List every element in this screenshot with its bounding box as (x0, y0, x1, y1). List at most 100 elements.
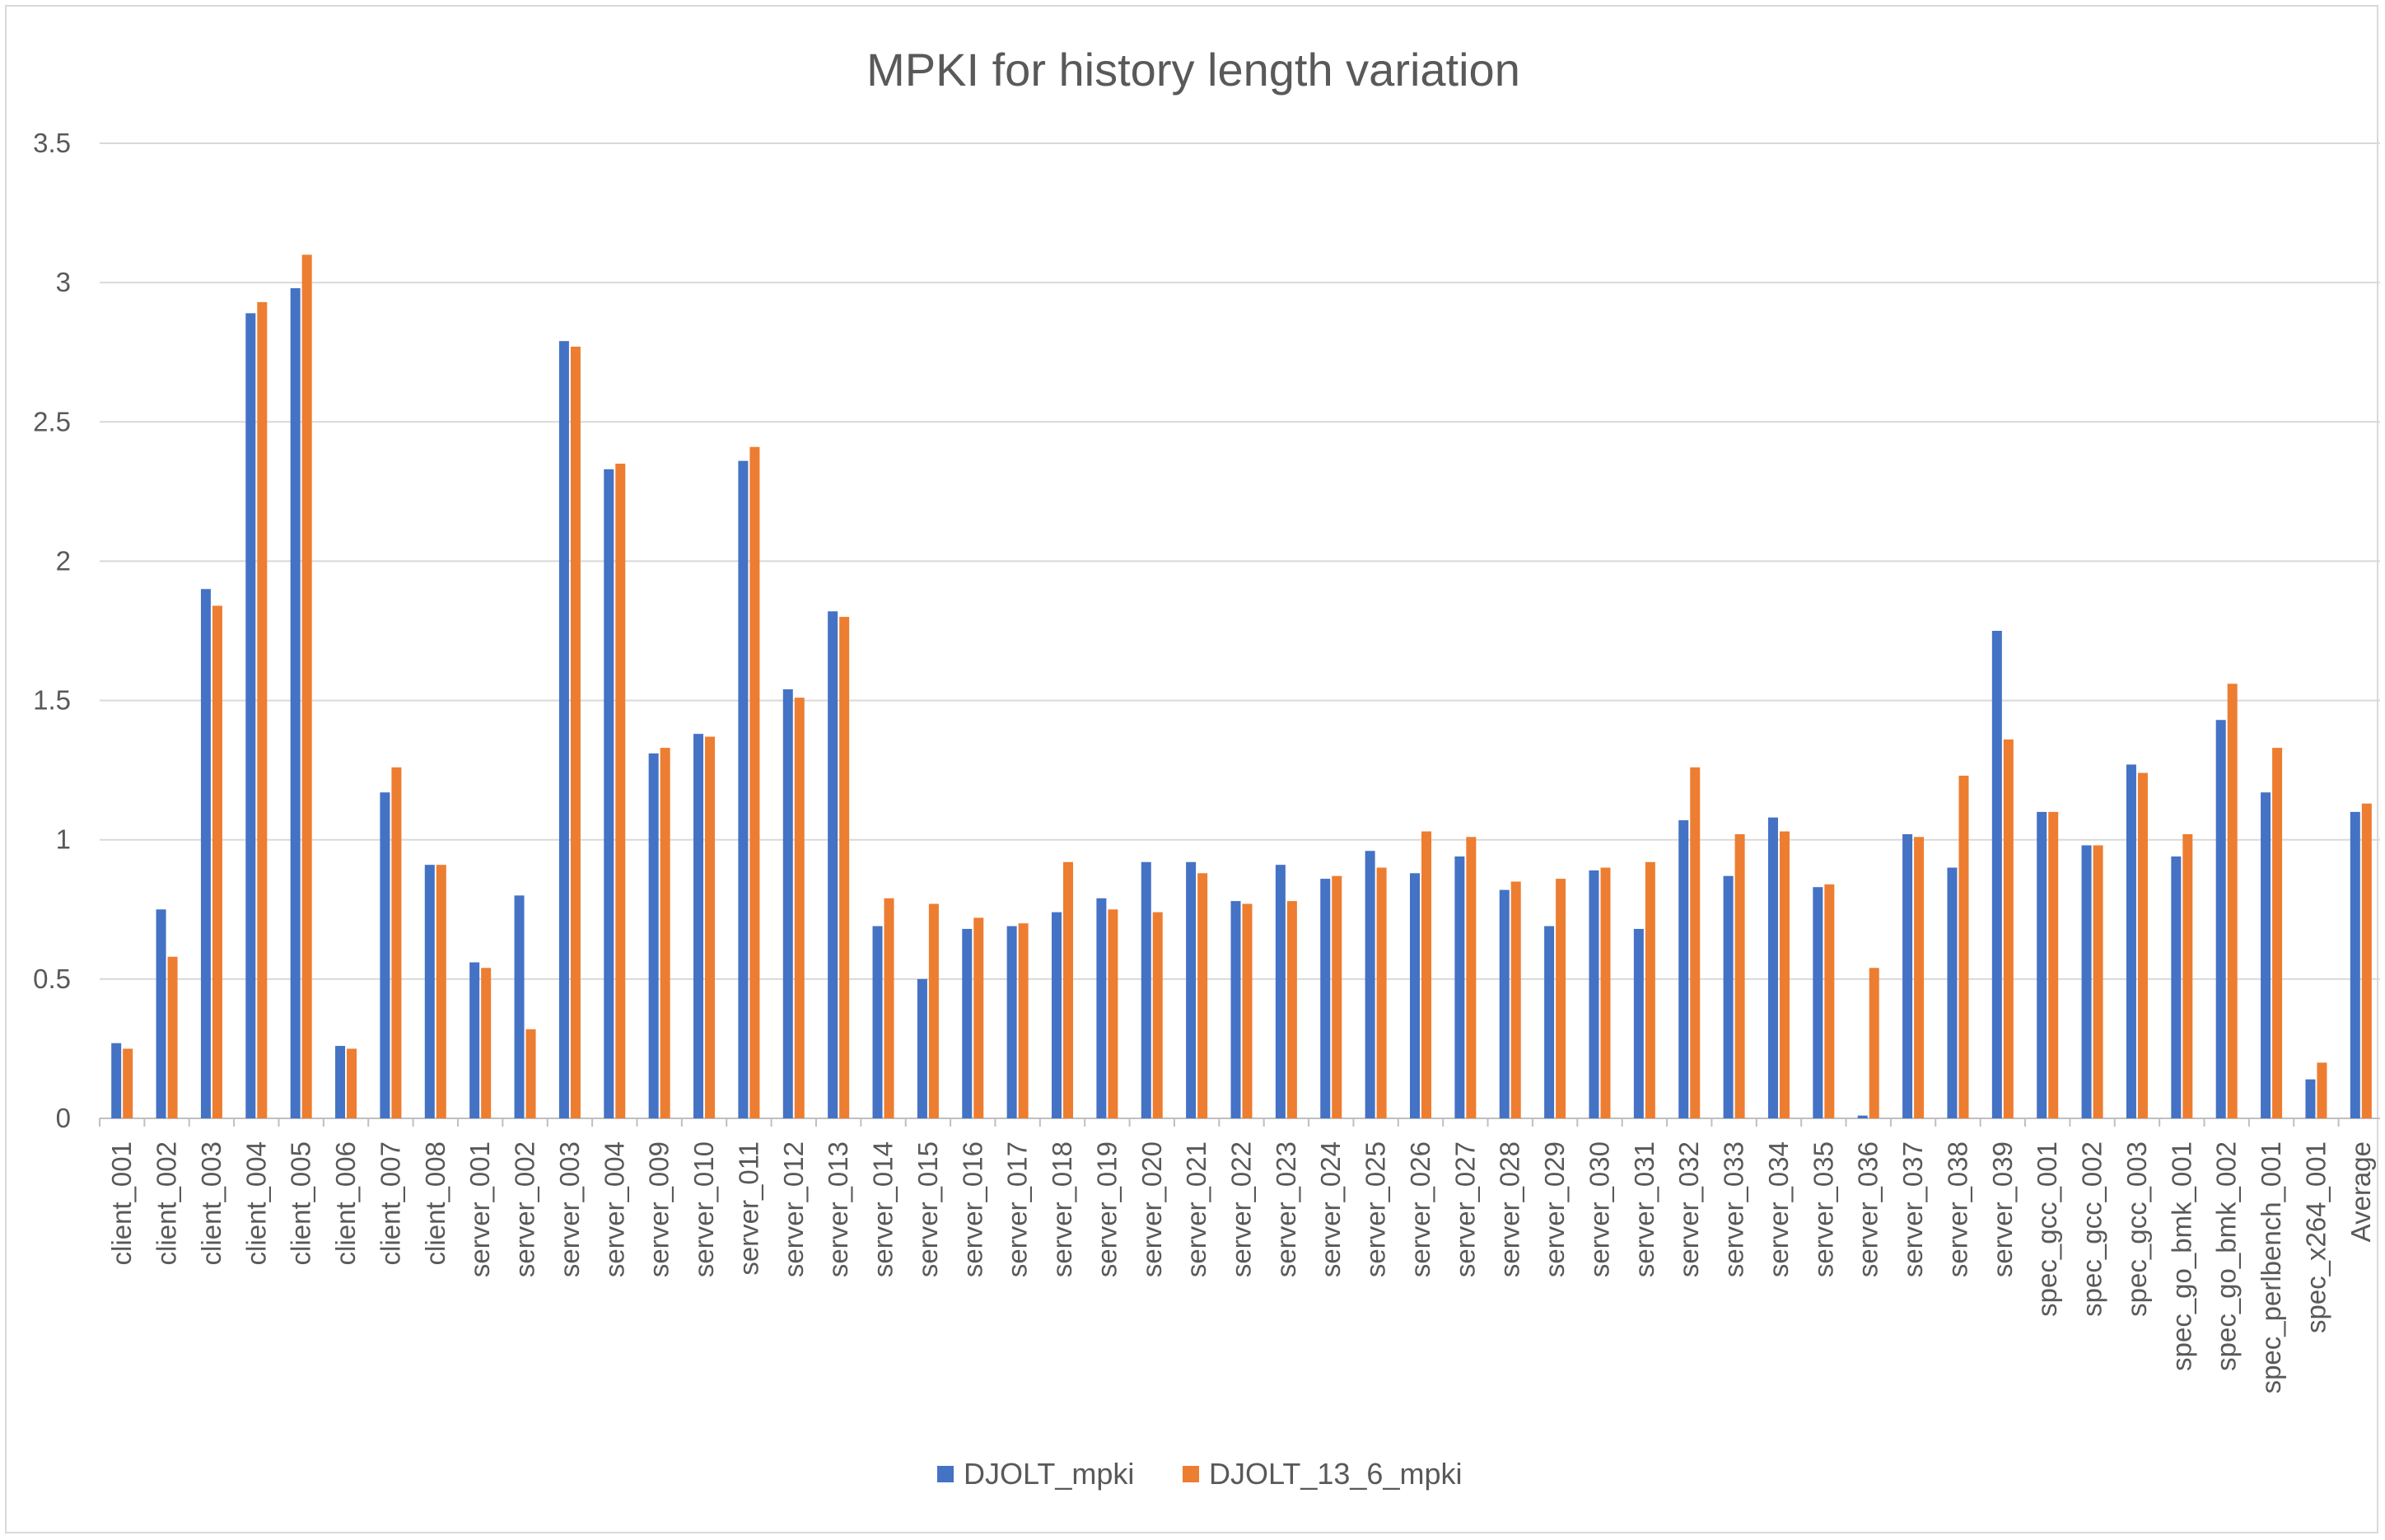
bar-series-1 (1633, 928, 1644, 1118)
x-tick-label: server_014 (868, 1141, 898, 1277)
bar-series-2 (167, 956, 178, 1118)
chart-svg: 0 0.5 1 1.5 2 2.5 3 3.5 client_001 client_002 clie… (33, 44, 2380, 1491)
x-tick-label: server_013 (823, 1141, 853, 1277)
bar-series-2 (1018, 923, 1029, 1118)
x-tick-label: server_020 (1136, 1141, 1167, 1277)
bar-series-2 (1063, 861, 1074, 1118)
x-tick-label: server_016 (957, 1141, 987, 1277)
legend-label: DJOLT_13_6_mpki (1209, 1457, 1462, 1491)
x-tick-label: client_008 (420, 1141, 450, 1265)
legend-swatch (1183, 1466, 1199, 1482)
bar-series-1 (1723, 875, 1734, 1118)
bar-series-1 (245, 313, 256, 1119)
bar-series-2 (436, 865, 446, 1118)
x-tick-label: spec_gcc_003 (2121, 1141, 2152, 1317)
bar-series-1 (1275, 865, 1286, 1118)
bar-series-2 (2003, 739, 2014, 1118)
bar-series-1 (1141, 861, 1151, 1118)
bar-series-2 (928, 903, 939, 1118)
x-tick-label: server_035 (1808, 1141, 1838, 1277)
x-tick-label: server_029 (1539, 1141, 1570, 1277)
x-tick-label: client_005 (286, 1141, 316, 1265)
bar-series-2 (2093, 845, 2103, 1118)
bar-series-1 (738, 460, 749, 1118)
bar-series-1 (693, 734, 704, 1118)
bar-series-2 (749, 446, 760, 1118)
bar-series-2 (615, 464, 626, 1118)
bar-series-1 (782, 689, 793, 1118)
x-tick-label: server_012 (778, 1141, 809, 1277)
x-tick-label: spec_go_bmk_001 (2166, 1141, 2196, 1371)
x-tick-label: server_002 (510, 1141, 540, 1277)
bar-series-1 (2261, 792, 2271, 1118)
bar-series-1 (335, 1046, 346, 1118)
bar-series-2 (570, 346, 581, 1118)
bar-series-2 (2182, 833, 2193, 1118)
bar-series-1 (1678, 820, 1689, 1118)
x-tick-label: server_015 (912, 1141, 943, 1277)
bar-series-2 (1376, 867, 1387, 1118)
bar-series-2 (1556, 879, 1566, 1118)
x-tick-label: client_007 (375, 1141, 405, 1265)
bar-series-1 (156, 909, 166, 1118)
x-tick-label: Average (2345, 1141, 2376, 1242)
bar-series-2 (660, 748, 670, 1118)
x-tick-label: server_010 (688, 1141, 719, 1277)
legend-swatch (937, 1466, 954, 1482)
x-tick-label: spec_perlbench_001 (2256, 1141, 2286, 1393)
y-tick-label: 3.5 (33, 128, 71, 158)
bar-series-2 (1242, 903, 1253, 1118)
bar-series-1 (380, 792, 390, 1118)
bar-series-2 (2137, 772, 2148, 1118)
bar-series-1 (1589, 870, 1599, 1118)
bar-series-2 (1108, 909, 1118, 1118)
gridlines (100, 142, 2380, 1119)
bar-series-1 (828, 611, 838, 1118)
bar-series-1 (604, 469, 614, 1118)
bar-series-2 (705, 736, 716, 1118)
x-tick-label: server_021 (1181, 1141, 1211, 1277)
bar-series-1 (1409, 873, 1420, 1118)
bar-series-1 (1499, 889, 1510, 1118)
legend: DJOLT_mpki DJOLT_13_6_mpki (937, 1457, 1462, 1491)
bar-series-2 (1510, 881, 1521, 1118)
bar-series-1 (1544, 926, 1555, 1118)
bar-series-2 (525, 1029, 536, 1118)
x-tick-label: server_033 (1719, 1141, 1749, 1277)
x-tick-label: server_030 (1584, 1141, 1614, 1277)
bar-series-1 (1902, 833, 1913, 1118)
bar-series-2 (2272, 748, 2283, 1118)
bar-series-2 (794, 698, 805, 1118)
bar-series-2 (257, 301, 268, 1118)
bar-series-2 (1197, 873, 1208, 1118)
bar-series-2 (1466, 837, 1477, 1118)
x-tick-label: server_032 (1673, 1141, 1704, 1277)
bar-series-2 (391, 767, 402, 1118)
chart-area: 0 0.5 1 1.5 2 2.5 3 3.5 client_001 client_002 clie… (5, 5, 2380, 1533)
bar-series-1 (872, 926, 883, 1118)
bars (111, 254, 2372, 1119)
bar-series-1 (1186, 861, 1197, 1118)
bar-series-2 (1734, 833, 1745, 1118)
bar-series-1 (2037, 811, 2047, 1118)
bar-series-1 (1991, 631, 2002, 1118)
bar-series-2 (212, 605, 222, 1118)
bar-series-2 (481, 968, 492, 1118)
bar-series-1 (1320, 879, 1331, 1118)
x-tick-label: client_006 (330, 1141, 361, 1265)
y-tick-label: 2.5 (33, 406, 71, 436)
bar-series-2 (1600, 867, 1611, 1118)
bar-series-1 (111, 1043, 122, 1118)
bar-series-2 (2048, 811, 2059, 1118)
bar-series-2 (1332, 875, 1342, 1118)
y-tick-label: 3 (56, 267, 71, 297)
x-tick-label: server_027 (1449, 1141, 1480, 1277)
x-tick-label: server_019 (1091, 1141, 1122, 1277)
bar-series-1 (962, 928, 973, 1118)
y-tick-label: 1.5 (33, 685, 71, 716)
bar-series-2 (1914, 837, 1925, 1118)
bar-series-2 (884, 898, 894, 1118)
bar-series-2 (1421, 831, 1431, 1118)
axes: 0 0.5 1 1.5 2 2.5 3 3.5 client_001 client_002 clie… (33, 128, 2376, 1393)
x-tick-label: client_002 (152, 1141, 182, 1265)
